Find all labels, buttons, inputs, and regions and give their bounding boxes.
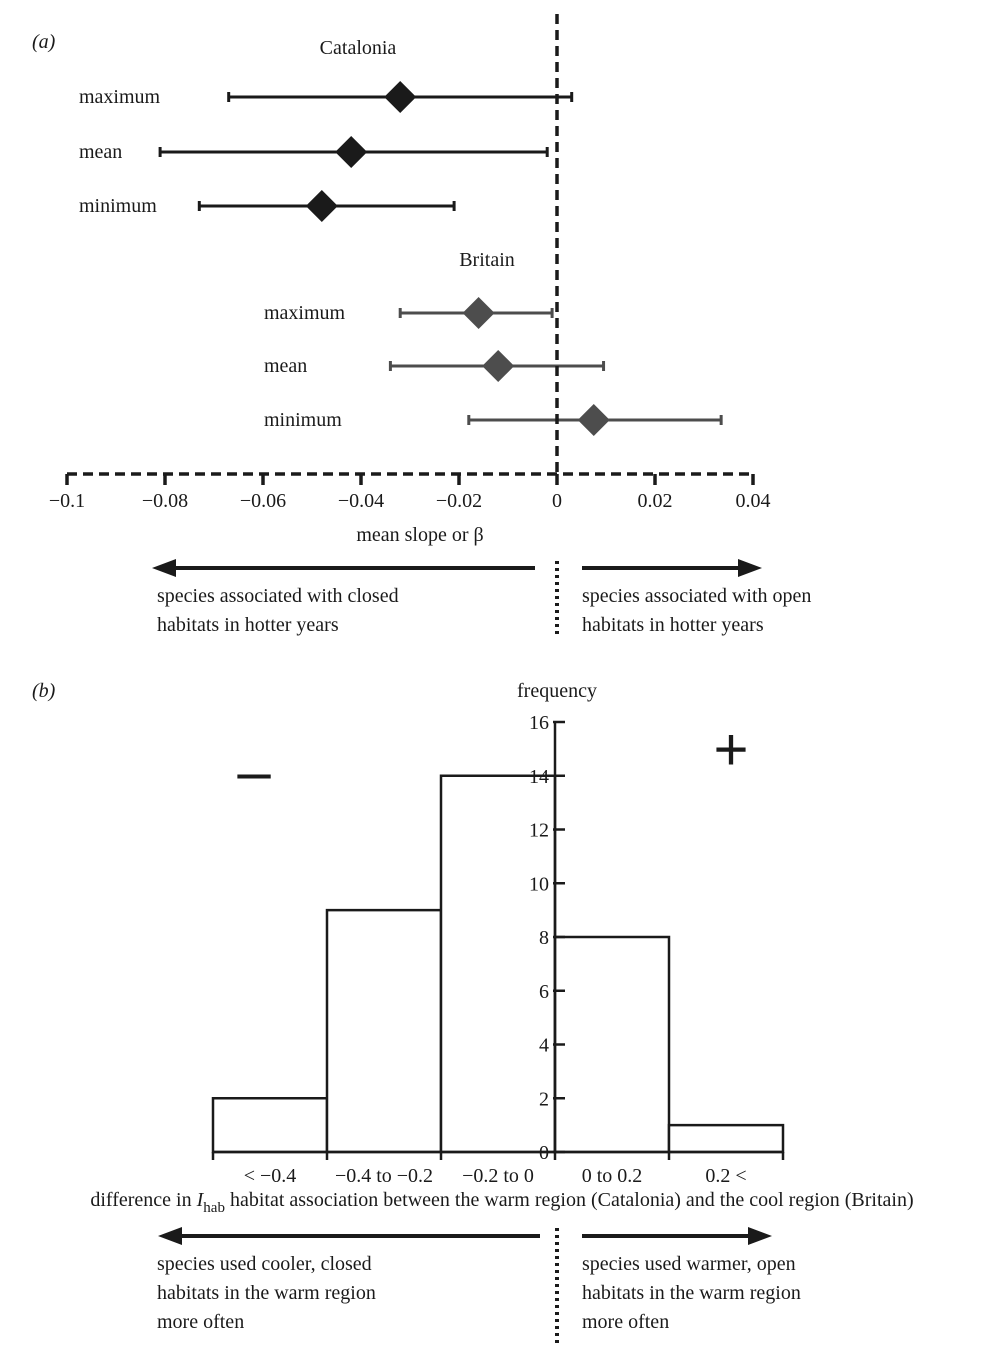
point-estimate: [462, 297, 495, 329]
right-annotation-line-2: habitats in the warm region: [582, 1282, 801, 1304]
row-label: maximum: [264, 302, 346, 324]
minus-sign: –: [237, 738, 271, 805]
y-tick-label: 16: [529, 712, 549, 734]
left-arrow: [158, 1227, 540, 1245]
row-label: minimum: [264, 409, 342, 431]
right-annotation-line-2: habitats in hotter years: [582, 614, 764, 636]
x-axis-ticks: < −0.4 −0.4 to −0.2 −0.2 to 0 0 to 0.2 0.2 <: [211, 1152, 785, 1187]
x-category-label: −0.2 to 0: [462, 1165, 534, 1187]
left-annotation-line-2: habitats in hotter years: [157, 614, 339, 636]
x-tick-label: −0.02: [436, 490, 482, 512]
left-annotation-line-2: habitats in the warm region: [157, 1282, 376, 1304]
histogram-bars: [211, 774, 785, 1154]
y-axis-ticks: 0 2 4 6 8 10 12 14 16: [529, 712, 565, 1164]
group-title: Catalonia: [320, 37, 397, 59]
forest-rows: maximum mean minimum maximum mean minimum: [79, 81, 723, 436]
histogram-bar: [553, 935, 671, 1154]
group-titles: Catalonia Britain: [320, 37, 515, 271]
panel-a-label: (a): [32, 31, 56, 53]
x-tick-label: −0.06: [240, 490, 286, 512]
left-annotation-line-3: more often: [157, 1311, 244, 1333]
point-estimate: [335, 136, 368, 168]
x-category-label: 0 to 0.2: [582, 1165, 643, 1187]
panel-b-histogram: (b) frequency 0 2 4 6 8 10 12 14 16 < −0.4 −0.4 t…: [32, 680, 914, 1345]
row-label: mean: [264, 355, 307, 377]
x-tick-label: 0: [552, 490, 562, 512]
row-label: maximum: [79, 86, 161, 108]
row-label: minimum: [79, 195, 157, 217]
left-arrow: [152, 559, 535, 577]
histogram-bar: [211, 1097, 329, 1154]
x-axis-ticks: −0.1 −0.08 −0.06 −0.04 −0.02 0 0.02 0.04: [49, 474, 771, 512]
point-estimate: [577, 404, 610, 436]
x-axis-label: difference in Ihab habitat association b…: [90, 1189, 913, 1216]
y-tick-label: 10: [529, 873, 549, 895]
x-tick-label: −0.08: [142, 490, 188, 512]
right-annotation-line-1: species associated with open: [582, 585, 811, 607]
right-arrow: [582, 559, 762, 577]
x-tick-label: 0.04: [736, 490, 771, 512]
y-tick-label: 8: [539, 927, 549, 949]
y-tick-label: 12: [529, 820, 549, 842]
histogram-bar: [667, 1123, 785, 1154]
point-estimate: [384, 81, 417, 113]
histogram-bar: [439, 774, 557, 1154]
right-arrow: [582, 1227, 772, 1245]
x-axis-label: mean slope or β: [356, 524, 483, 546]
panel-b-label: (b): [32, 680, 56, 702]
point-estimate: [305, 190, 338, 222]
left-annotation-line-1: species associated with closed: [157, 585, 399, 607]
row-label: mean: [79, 141, 122, 163]
group-title: Britain: [459, 249, 515, 271]
plus-sign: +: [713, 716, 748, 783]
histogram-bar: [325, 908, 443, 1154]
point-estimate: [482, 350, 515, 382]
y-tick-label: 0: [539, 1142, 549, 1164]
y-tick-label: 6: [539, 981, 549, 1003]
x-tick-label: −0.04: [338, 490, 384, 512]
y-tick-label: 4: [539, 1035, 549, 1057]
y-tick-label: 2: [539, 1088, 549, 1110]
x-tick-label: −0.1: [49, 490, 85, 512]
left-annotation-line-1: species used cooler, closed: [157, 1253, 372, 1275]
x-category-label: 0.2 <: [705, 1165, 746, 1187]
x-tick-label: 0.02: [638, 490, 673, 512]
y-tick-label: 14: [529, 766, 549, 788]
y-axis-label: frequency: [517, 680, 597, 702]
x-category-label: < −0.4: [244, 1165, 297, 1187]
right-annotation-line-1: species used warmer, open: [582, 1253, 796, 1275]
panel-a-forest-plot: (a) maximum mean minimum maximum mean minimum…: [32, 14, 811, 636]
x-category-label: −0.4 to −0.2: [335, 1165, 433, 1187]
right-annotation-line-3: more often: [582, 1311, 669, 1333]
